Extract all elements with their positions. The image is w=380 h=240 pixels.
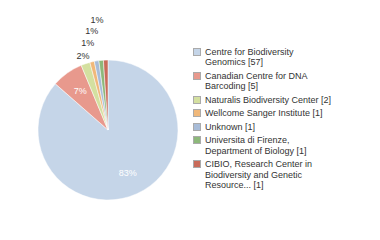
svg-text:7%: 7% [74, 86, 87, 96]
html-text:Centre for Biodiversity: Centre for Biodiversity [205, 46, 294, 57]
html-text:Unknown [1]: Unknown [1] [205, 121, 255, 132]
html-text:CIBIO, Research Center in: CIBIO, Research Center in [205, 159, 312, 169]
svg-text:83%: 83% [119, 168, 137, 178]
svg-text:1%: 1% [85, 26, 98, 36]
html-text:Universita di Firenze,: Universita di Firenze, [205, 135, 290, 145]
html-text:Biodiversity and Genetic: Biodiversity and Genetic [205, 169, 303, 180]
html-text:Resource... [1]: Resource... [1] [205, 180, 264, 190]
html-text:Canadian Centre for DNA: Canadian Centre for DNA [205, 70, 308, 81]
svg-text:1%: 1% [91, 15, 104, 25]
svg-text:1%: 1% [81, 38, 94, 48]
svg-text:2%: 2% [76, 51, 89, 61]
html-text:Genomics [57]: Genomics [57] [205, 57, 263, 67]
html-text:Barcoding [5]: Barcoding [5] [205, 81, 258, 91]
html-text:Wellcome Sanger Institute [1]: Wellcome Sanger Institute [1] [205, 108, 323, 118]
html-text:Naturalis Biodiversity Center: Naturalis Biodiversity Center [2] [205, 94, 332, 105]
html-text:Department of Biology [1]: Department of Biology [1] [205, 145, 307, 156]
